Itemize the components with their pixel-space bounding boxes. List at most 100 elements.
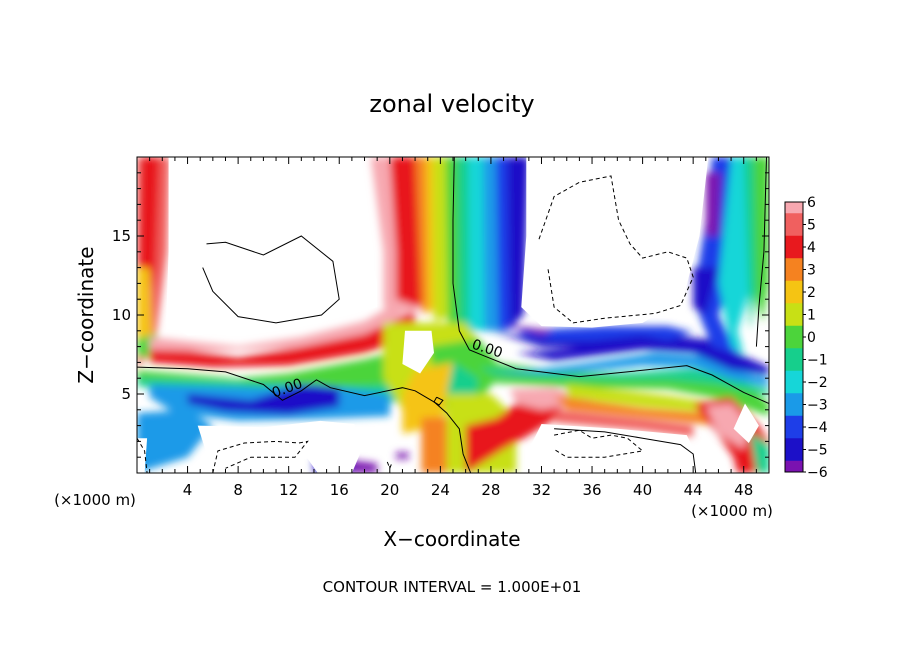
white-region (733, 403, 759, 443)
colorbar-swatch (785, 370, 803, 383)
colorbar-swatch (785, 337, 803, 349)
colorbar-swatch (785, 348, 803, 360)
field-region (750, 431, 769, 473)
field-region (516, 335, 769, 375)
colorbar-swatch (785, 280, 803, 293)
x-tick-label: 44 (684, 481, 703, 499)
field-region (490, 352, 769, 387)
contour-line (554, 428, 697, 473)
white-region (137, 438, 148, 473)
colorbar-swatch (785, 404, 803, 417)
colorbar-label: −1 (807, 353, 828, 369)
colorbar-label: −4 (807, 420, 828, 436)
x-tick-label: 4 (183, 481, 193, 499)
contour-line-dashed (538, 175, 694, 324)
colorbar-swatch (785, 258, 803, 270)
contour-line (137, 366, 472, 473)
colorbar-label: 4 (807, 240, 816, 256)
field-region (490, 330, 668, 349)
field-region (187, 384, 340, 415)
field-region (137, 409, 213, 473)
contour-line (433, 396, 444, 406)
field-region (149, 299, 403, 352)
contour-line-dashed (386, 461, 393, 470)
y-tick-label: 10 (112, 306, 131, 324)
colorbar-swatch (785, 202, 803, 214)
x-tick-label: 20 (380, 481, 399, 499)
colorbar-swatch (785, 382, 803, 394)
x-tick-label: 32 (532, 481, 551, 499)
field-region (503, 324, 555, 336)
x-tick-label: 12 (279, 481, 298, 499)
field-region (509, 387, 592, 410)
field-region (396, 452, 409, 459)
x-axis-label: X−coordinate (383, 527, 520, 551)
colorbar-swatch (785, 449, 803, 462)
field-region (137, 267, 153, 350)
field-region (478, 367, 769, 396)
colorbar-label: 3 (807, 263, 816, 279)
colorbar-swatch (785, 314, 803, 327)
x-tick-label: 48 (734, 481, 753, 499)
colorbar-label: −3 (807, 398, 828, 414)
y-tick-label: 15 (112, 227, 131, 245)
colorbar-label: −5 (807, 443, 828, 459)
colorbar-label: 0 (807, 330, 816, 346)
colorbar-label: 1 (807, 308, 816, 324)
field-region (351, 460, 378, 473)
contour-line-dashed (137, 437, 148, 473)
colorbar-swatch (785, 359, 803, 372)
x-tick-label: 40 (633, 481, 652, 499)
field-region (705, 403, 750, 450)
colorbar-swatch (785, 415, 803, 428)
colorbar-swatch (785, 213, 803, 225)
field-region (693, 267, 719, 315)
colorbar-swatch (785, 303, 803, 315)
white-region (521, 157, 709, 328)
white-region (197, 420, 362, 473)
colorbar-label: 5 (807, 218, 816, 234)
y-axis: 5 10 15 (112, 172, 769, 458)
field-region (554, 409, 694, 437)
y-axis-label: Z−coordinate (74, 246, 98, 383)
field-region (554, 395, 719, 426)
colorbar-label: 2 (807, 285, 816, 301)
colorbar-label: −2 (807, 375, 828, 391)
field-region (137, 346, 416, 390)
contour-line-dashed (553, 429, 644, 458)
colorbar-swatch (785, 224, 803, 237)
white-region (528, 424, 696, 473)
colorbar-swatch (785, 235, 803, 248)
colorbar-swatch (785, 325, 803, 338)
colorbar-swatch (785, 438, 803, 450)
field-region (566, 384, 719, 413)
x-axis: 4 8 12 16 20 24 28 32 36 40 44 48 (149, 157, 757, 499)
colorbar-swatch (785, 460, 803, 473)
colorbar: 6 5 4 3 2 1 0 −1 −2 −3 −4 −5 −6 (784, 195, 828, 481)
x-tick-label: 24 (431, 481, 450, 499)
contour-line (202, 235, 340, 324)
colorbar-label: −6 (807, 465, 828, 481)
colorbar-swatch (785, 247, 803, 259)
x-tick-label: 16 (330, 481, 349, 499)
colorbar-swatch (785, 292, 803, 304)
field-region (149, 310, 416, 368)
velocity-field-white-regions (137, 157, 759, 473)
x-axis-units: (×1000 m) (54, 491, 136, 509)
contour-line-dashed (212, 440, 309, 473)
x-tick-label: 36 (582, 481, 601, 499)
chart-title: zonal velocity (369, 90, 534, 118)
contour-line (452, 157, 769, 404)
contour-interval-note: CONTOUR INTERVAL = 1.000E+01 (323, 578, 582, 596)
colorbar-swatch (785, 427, 803, 439)
white-region (166, 157, 378, 336)
white-region (402, 330, 434, 374)
y-tick-label: 5 (121, 385, 131, 403)
x-tick-label: 8 (233, 481, 243, 499)
plot-area (137, 157, 769, 473)
colorbar-swatch (785, 393, 803, 405)
y-axis-units: (×1000 m) (691, 502, 773, 520)
colorbar-label: 6 (807, 195, 816, 211)
x-tick-label: 28 (481, 481, 500, 499)
